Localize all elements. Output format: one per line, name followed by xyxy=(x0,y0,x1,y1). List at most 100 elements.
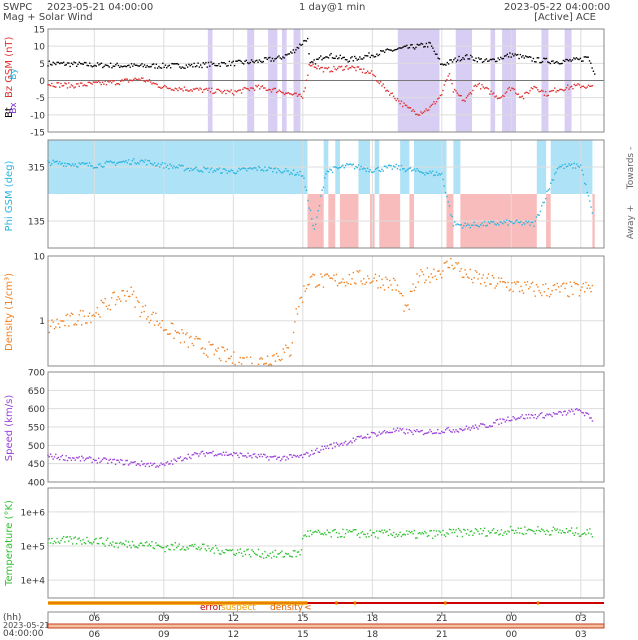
speed-point xyxy=(420,430,422,432)
temperature-point xyxy=(264,550,266,553)
density-point xyxy=(425,279,427,281)
phi-point xyxy=(394,166,396,168)
speed-point xyxy=(212,450,214,453)
speed-point xyxy=(92,458,95,461)
phi-point xyxy=(73,165,75,167)
density-point xyxy=(573,281,575,284)
temperature-point xyxy=(101,542,104,545)
phi-point xyxy=(175,166,178,168)
density-point xyxy=(221,346,223,348)
speed-point xyxy=(243,455,245,457)
phi-point xyxy=(195,166,197,168)
temperature-point xyxy=(303,535,305,537)
density-point xyxy=(287,347,290,349)
speed-point xyxy=(95,459,97,462)
phi-point xyxy=(356,166,358,169)
density-point xyxy=(278,359,280,361)
density-point xyxy=(551,289,553,292)
mag-point xyxy=(485,86,487,89)
mag-point xyxy=(232,60,234,63)
mag-point xyxy=(125,65,127,68)
mag-ylabel-bz: Bz GSM (nT) xyxy=(4,36,15,98)
density-point xyxy=(214,349,217,351)
speed-point xyxy=(554,413,556,415)
speed-point xyxy=(507,416,509,418)
phi-point xyxy=(220,172,222,174)
speed-point xyxy=(314,449,317,452)
mag-point xyxy=(478,82,481,85)
temperature-ytick-label-2: 1e+4 xyxy=(20,577,45,587)
mag-point xyxy=(514,53,516,55)
speed-point xyxy=(64,459,66,461)
speed-point xyxy=(175,460,178,462)
mag-point xyxy=(508,86,510,89)
phi-point xyxy=(300,175,303,177)
temperature-point xyxy=(486,535,488,537)
mag-point xyxy=(448,73,451,75)
speed-point xyxy=(166,461,169,463)
time-tick-label-bottom-7: 03 xyxy=(575,630,586,640)
speed-point xyxy=(308,455,310,457)
mag-point xyxy=(251,87,253,89)
speed-point xyxy=(73,457,75,459)
mag-point xyxy=(430,104,433,107)
density-point xyxy=(426,267,429,269)
density-point xyxy=(62,320,65,322)
speed-point xyxy=(355,438,357,441)
phi-point xyxy=(500,221,503,224)
density-point xyxy=(91,314,93,317)
phi-point xyxy=(246,169,248,172)
mag-point xyxy=(520,56,523,58)
phi-point xyxy=(157,162,160,165)
mag-point xyxy=(344,66,347,68)
density-point xyxy=(563,282,565,284)
mag-point xyxy=(459,95,461,97)
mag-point xyxy=(420,42,422,45)
density-point xyxy=(324,274,326,277)
temperature-point xyxy=(485,535,487,537)
speed-point xyxy=(142,463,144,466)
density-point xyxy=(365,281,368,284)
speed-point xyxy=(149,462,152,464)
temperature-point xyxy=(266,554,269,556)
density-point xyxy=(299,297,301,299)
temperature-point xyxy=(77,538,79,540)
phi-point xyxy=(248,167,251,169)
phi-point xyxy=(339,166,342,169)
time-tick-label-2: 12 xyxy=(228,614,239,624)
phi-point xyxy=(331,171,334,174)
mag-point xyxy=(73,87,75,89)
speed-point xyxy=(274,455,277,457)
phi-point xyxy=(47,159,49,162)
speed-point xyxy=(395,429,397,431)
phi-point xyxy=(139,160,141,163)
density-point xyxy=(191,342,193,345)
speed-point xyxy=(350,440,352,442)
phi-point xyxy=(351,164,353,166)
temperature-point xyxy=(518,532,521,534)
mag-point xyxy=(492,92,495,94)
temperature-point xyxy=(126,546,128,548)
mag-point xyxy=(541,89,543,92)
temperature-point xyxy=(188,544,191,547)
speed-point xyxy=(179,456,182,458)
mag-point xyxy=(477,83,479,86)
speed-point xyxy=(472,425,474,427)
phi-point xyxy=(251,168,253,170)
mag-point xyxy=(466,95,469,97)
mag-point xyxy=(297,47,300,49)
density-point xyxy=(109,308,112,311)
speed-point xyxy=(402,428,404,430)
speed-point xyxy=(356,435,358,438)
mag-point xyxy=(313,66,316,68)
mag-point xyxy=(321,66,323,69)
speed-point xyxy=(322,448,325,451)
phi-point xyxy=(292,169,295,171)
speed-point xyxy=(376,435,378,437)
phi-point xyxy=(411,170,413,172)
mag-ylabel-bt: Bt xyxy=(4,107,15,118)
mag-point xyxy=(249,61,251,64)
mag-point xyxy=(205,61,207,64)
mag-point xyxy=(114,84,117,86)
mag-point xyxy=(197,62,199,64)
